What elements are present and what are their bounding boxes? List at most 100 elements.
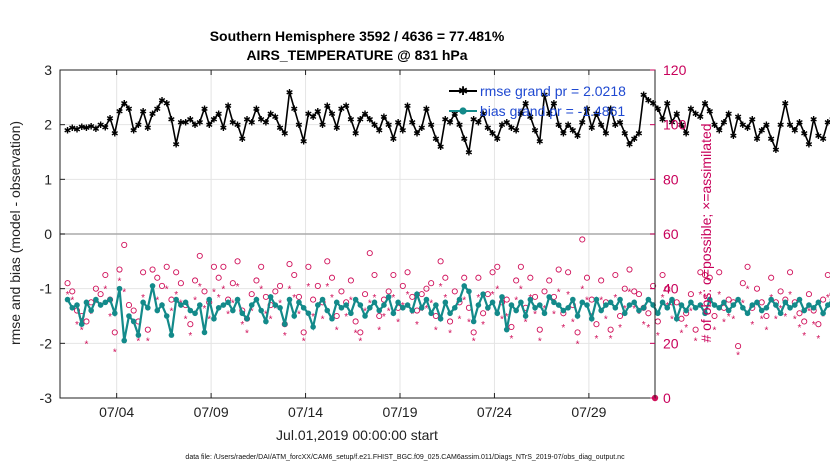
bias-point xyxy=(381,302,387,308)
obs-assimilated-point: * xyxy=(703,293,707,304)
bias-point xyxy=(366,305,373,311)
obs-assimilated-point: * xyxy=(429,298,433,309)
rmse-point: ✱ xyxy=(682,128,690,138)
rmse-point: ✱ xyxy=(810,115,818,125)
bias-point xyxy=(277,305,283,311)
bias-point xyxy=(338,305,345,311)
bias-point xyxy=(711,302,718,308)
obs-possible-point xyxy=(248,291,255,298)
obs-possible-point xyxy=(201,288,208,295)
rmse-point: ✱ xyxy=(276,123,284,133)
bias-point xyxy=(390,310,397,317)
bias-point xyxy=(130,318,137,325)
obs-assimilated-point: * xyxy=(481,320,485,331)
bias-point xyxy=(154,307,161,314)
y-tick-label: 3 xyxy=(44,62,52,78)
obs-assimilated-point: * xyxy=(193,296,197,307)
obs-possible-point xyxy=(758,299,765,306)
obs-assimilated-point: * xyxy=(283,331,287,342)
obs-assimilated-point: * xyxy=(524,317,528,328)
obs-assimilated-point: * xyxy=(779,304,783,315)
bias-point xyxy=(716,305,723,311)
obs-possible-point xyxy=(489,269,496,276)
obs-assimilated-point: * xyxy=(240,320,244,331)
obs-possible-point xyxy=(102,271,109,279)
obs-possible-point xyxy=(763,312,770,320)
rmse-point: ✱ xyxy=(734,112,742,122)
x-axis-label: Jul.01,2019 00:00:00 start xyxy=(276,427,438,443)
bias-point xyxy=(409,307,416,314)
rmse-point: ✱ xyxy=(111,128,119,138)
obs-assimilated-point: * xyxy=(509,334,513,345)
rmse-point: ✱ xyxy=(154,104,162,114)
obs-possible-point xyxy=(220,263,227,270)
rmse-point: ✱ xyxy=(168,115,176,125)
x-tick-label: 07/19 xyxy=(382,404,417,420)
bias-point xyxy=(69,305,76,311)
obs-assimilated-point: * xyxy=(103,285,107,296)
rmse-point: ✱ xyxy=(720,117,728,127)
obs-possible-point xyxy=(314,282,321,289)
obs-assimilated-point: * xyxy=(377,326,381,337)
bias-point xyxy=(111,310,118,317)
rmse-point: ✱ xyxy=(739,120,747,130)
obs-possible-point xyxy=(451,288,458,295)
y-tick-label: 2 xyxy=(44,117,52,133)
rmse-point: ✱ xyxy=(574,131,582,141)
bias-point xyxy=(697,302,704,308)
bias-point xyxy=(461,283,468,289)
bias-point xyxy=(688,299,694,306)
obs-possible-point xyxy=(621,285,628,292)
rmse-point: ✱ xyxy=(64,126,72,136)
rmse-point: ✱ xyxy=(281,128,289,138)
obs-possible-point xyxy=(815,321,822,328)
bias-point xyxy=(603,302,609,308)
bias-point xyxy=(211,315,217,322)
obs-assimilated-point: * xyxy=(599,296,603,307)
obs-assimilated-point: * xyxy=(514,296,518,307)
obs-assimilated-point: * xyxy=(656,331,660,342)
obs-possible-point xyxy=(768,274,775,281)
bias-point xyxy=(659,299,666,306)
obs-assimilated-point: * xyxy=(141,293,145,304)
bias-point xyxy=(475,302,482,308)
obs-assimilated-point: * xyxy=(472,337,476,348)
rmse-point: ✱ xyxy=(531,126,539,136)
rmse-point: ✱ xyxy=(475,117,483,127)
rmse-point: ✱ xyxy=(522,98,530,108)
bias-point xyxy=(149,283,156,289)
obs-assimilated-point: * xyxy=(278,298,282,309)
obs-assimilated-point: * xyxy=(363,307,367,318)
bias-point xyxy=(508,302,515,308)
obs-assimilated-point: * xyxy=(594,334,598,345)
rmse-point: ✱ xyxy=(267,109,275,119)
obs-assimilated-point: * xyxy=(476,293,480,304)
obs-possible-point xyxy=(149,266,156,273)
obs-assimilated-point: * xyxy=(618,323,622,334)
obs-assimilated-point: * xyxy=(70,296,74,307)
obs-assimilated-point: * xyxy=(354,328,358,339)
bias-point xyxy=(404,302,411,308)
bias-point xyxy=(560,307,567,314)
rmse-line xyxy=(67,91,830,153)
obs-assimilated-point: * xyxy=(491,290,495,301)
obs-assimilated-point: * xyxy=(136,337,140,348)
obs-possible-point xyxy=(300,329,307,336)
bias-point xyxy=(754,299,760,306)
obs-count-markers: * ** ************************* ********** **… xyxy=(64,236,830,402)
obs-possible-point xyxy=(739,280,746,287)
bias-point xyxy=(145,305,151,311)
bias-point xyxy=(673,315,680,322)
obs-assimilated-point: * xyxy=(226,309,230,320)
obs-possible-point xyxy=(725,296,732,303)
rmse-point: ✱ xyxy=(621,128,629,138)
rmse-point: ✱ xyxy=(399,126,407,136)
obs-possible-point xyxy=(494,263,501,270)
rmse-point: ✱ xyxy=(668,117,676,127)
rmse-point: ✱ xyxy=(191,120,199,130)
rmse-point: ✱ xyxy=(697,112,705,122)
obs-assimilated-point: * xyxy=(292,293,296,304)
obs-assimilated-point: * xyxy=(368,298,372,309)
obs-assimilated-point: * xyxy=(245,328,249,339)
rmse-point: ✱ xyxy=(555,120,563,130)
